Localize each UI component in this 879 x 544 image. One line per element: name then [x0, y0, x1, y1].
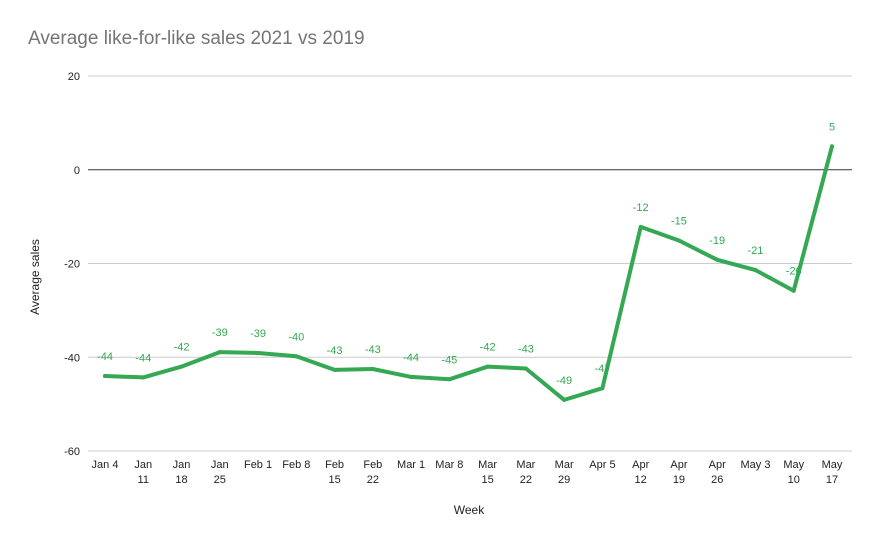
x-tick-label: Mar 15: [478, 459, 497, 486]
data-point: [217, 350, 222, 355]
series-line: [103, 144, 834, 402]
x-tick-label: Feb 15: [325, 459, 344, 486]
x-tick-label: Feb 22: [363, 459, 382, 486]
x-tick-label: May 17: [822, 459, 843, 486]
data-label: -43: [365, 344, 381, 356]
data-label: -42: [480, 342, 496, 354]
x-tick-label: Mar 22: [516, 459, 535, 486]
data-point: [830, 144, 834, 149]
x-tick-label: Jan 4: [92, 459, 119, 471]
data-label: -39: [250, 328, 266, 340]
data-label: -43: [518, 344, 534, 356]
x-tick-label: May 10: [783, 459, 804, 486]
x-tick-label: Jan 25: [211, 459, 229, 486]
data-point: [141, 375, 146, 380]
data-point: [409, 374, 414, 379]
x-tick-label: Mar 8: [435, 459, 463, 471]
data-label: -44: [403, 352, 419, 364]
x-tick-label: Apr 12: [632, 459, 649, 486]
y-tick-label: 20: [68, 71, 80, 83]
x-tick-label: Feb 1: [244, 459, 272, 471]
x-tick-label: Jan 11: [134, 459, 152, 486]
data-point: [638, 224, 643, 229]
data-point: [753, 268, 758, 273]
y-tick-labels: 20 0 -20 -40 -60: [64, 71, 80, 458]
data-point: [447, 377, 452, 382]
data-label: -15: [671, 216, 687, 228]
data-label: -45: [441, 354, 457, 366]
x-tick-label: Jan 18: [173, 459, 191, 486]
data-point: [715, 257, 720, 262]
data-label: -43: [327, 345, 343, 357]
x-axis-label: Week: [453, 503, 485, 517]
data-label: -21: [748, 245, 764, 257]
data-point: [256, 351, 261, 356]
data-label: -49: [556, 375, 572, 387]
data-label: -12: [633, 202, 649, 214]
data-point: [332, 367, 337, 372]
x-tick-label: Feb 8: [282, 459, 310, 471]
data-point: [370, 366, 375, 371]
data-labels: -44 -44 -42 -39 -39 -40 -43 -43 -44 -45 -42 -43 -49 -…: [97, 121, 835, 387]
x-tick-label: Apr 26: [709, 459, 726, 486]
x-tick-label: Apr 19: [670, 459, 687, 486]
data-point: [103, 374, 107, 378]
data-point: [600, 386, 605, 391]
data-point: [294, 354, 299, 359]
data-label: -44: [97, 351, 113, 363]
x-tick-label: May 3: [740, 459, 770, 471]
data-point: [562, 397, 567, 402]
data-label: -19: [709, 235, 725, 247]
data-point: [523, 366, 528, 371]
y-tick-label: -20: [64, 259, 80, 271]
data-label: -40: [288, 331, 304, 343]
chart-title: Average like-for-like sales 2021 vs 2019: [28, 28, 365, 49]
data-point: [179, 364, 184, 369]
data-point: [791, 288, 796, 293]
y-tick-label: -40: [64, 352, 80, 364]
x-tick-label: Mar 1: [397, 459, 425, 471]
data-label: 5: [829, 121, 835, 133]
data-label: -39: [212, 327, 228, 339]
data-label: -42: [174, 342, 190, 354]
y-tick-label: -60: [64, 446, 80, 458]
x-tick-label: Mar 29: [555, 459, 574, 486]
data-label: -47: [594, 363, 610, 375]
data-point: [485, 364, 490, 369]
data-point: [676, 238, 681, 243]
data-label: -26: [786, 266, 802, 278]
x-tick-labels: Jan 4 Jan 11 Jan 18 Jan 25 Feb 1 Feb 8 Feb 15 Feb 22…: [92, 459, 843, 486]
x-tick-label: Apr 5: [589, 459, 615, 471]
y-tick-label: 0: [74, 165, 80, 177]
data-label: -44: [135, 352, 151, 364]
data-points: [103, 144, 834, 402]
